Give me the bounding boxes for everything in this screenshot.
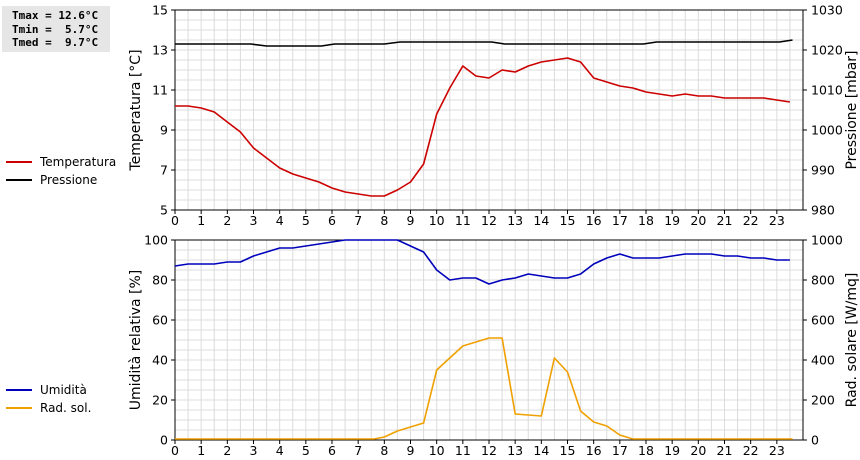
legend-label-umidita: Umidità	[40, 383, 87, 397]
plot2-x-tick-label: 20	[690, 443, 706, 458]
plot2-x-tick-label: 3	[250, 443, 258, 458]
stats-box: Tmax = 12.6°C Tmin = 5.7°C Tmed = 9.7°C	[2, 6, 110, 52]
plot2-x-tick-label: 6	[328, 443, 336, 458]
plot1-x-tick-label: 20	[690, 213, 706, 228]
plot2-x-tick-label: 21	[717, 443, 733, 458]
plot2-y-right-tick-label: 600	[811, 313, 835, 328]
plot1-x-tick-label: 10	[429, 213, 445, 228]
plot2-y-right-axis-title: Rad. solare [W/mq]	[844, 273, 860, 408]
plot2-x-tick-label: 22	[743, 443, 759, 458]
plot2-y-left-tick-label: 60	[152, 313, 168, 328]
plot2-y-left-axis-title: Umidità relativa [%]	[128, 270, 144, 411]
plot1-x-tick-label: 6	[328, 213, 336, 228]
plot2-x-tick-label: 13	[507, 443, 523, 458]
plot1-x-tick-label: 3	[250, 213, 258, 228]
plot1-x-tick-label: 11	[455, 213, 471, 228]
top-legend: Temperatura Pressione	[6, 153, 116, 189]
plot1-y-left-tick-label: 11	[152, 83, 168, 98]
legend-item-radsol: Rad. sol.	[6, 399, 91, 417]
legend-item-umidita: Umidità	[6, 381, 91, 399]
plot2-y-left-tick-label: 80	[152, 273, 168, 288]
plot2-y-right-tick-label: 400	[811, 353, 835, 368]
plot2-x-tick-label: 2	[223, 443, 231, 458]
plot2-x-tick-label: 10	[429, 443, 445, 458]
plot1-y-left-axis-title: Temperatura [°C]	[128, 49, 144, 171]
plot2-x-tick-label: 4	[276, 443, 284, 458]
plot1-series-line-pressione	[175, 39, 793, 47]
legend-label-temperatura: Temperatura	[40, 155, 117, 169]
legend-swatch-umidita	[6, 389, 32, 391]
plot1-y-left-tick-label: 7	[160, 163, 168, 178]
plot1-x-tick-label: 23	[769, 213, 785, 228]
plot1-x-tick-label: 9	[407, 213, 415, 228]
plot2-y-right-tick-label: 200	[811, 393, 835, 408]
legend-swatch-pressione	[6, 179, 32, 181]
plot2-x-tick-label: 19	[664, 443, 680, 458]
plot1-y-left-tick-label: 13	[152, 43, 168, 58]
plot2-y-left-tick-label: 40	[152, 353, 168, 368]
plot2-y-left-tick-label: 20	[152, 393, 168, 408]
plot1-x-tick-label: 22	[743, 213, 759, 228]
plot1-x-tick-label: 14	[533, 213, 549, 228]
plot2-series-line-umidit	[174, 239, 790, 285]
plot2-x-tick-label: 15	[560, 443, 576, 458]
plot2-x-tick-label: 5	[302, 443, 310, 458]
legend-swatch-radsol	[6, 407, 32, 409]
plot1-x-tick-label: 5	[302, 213, 310, 228]
plot1-x-tick-label: 21	[717, 213, 733, 228]
plot1-x-tick-label: 12	[481, 213, 497, 228]
plot1-x-tick-label: 7	[354, 213, 362, 228]
legend-item-temperatura: Temperatura	[6, 153, 116, 171]
plot2-x-tick-label: 1	[197, 443, 205, 458]
legend-label-pressione: Pressione	[40, 173, 98, 187]
plot1-y-left-tick-label: 5	[160, 203, 168, 218]
plot2-x-tick-label: 9	[407, 443, 415, 458]
plot1-x-tick-label: 15	[560, 213, 576, 228]
plot2-x-tick-label: 11	[455, 443, 471, 458]
plot1-y-right-tick-label: 1010	[811, 83, 843, 98]
plot1-x-tick-label: 18	[638, 213, 654, 228]
stat-tmax: Tmax = 12.6°C	[12, 9, 99, 22]
plot2-x-tick-label: 0	[171, 443, 179, 458]
plot2-x-tick-label: 18	[638, 443, 654, 458]
plot2-x-tick-label: 12	[481, 443, 497, 458]
plot2-x-tick-label: 16	[586, 443, 602, 458]
plot1-y-right-tick-label: 1020	[811, 43, 843, 58]
plot2-series-line-rad-sol	[175, 337, 793, 440]
stat-tmin: Tmin = 5.7°C	[12, 22, 99, 36]
plot1-y-right-tick-label: 1030	[811, 3, 843, 18]
plot1-x-tick-label: 8	[380, 213, 388, 228]
legend-item-pressione: Pressione	[6, 171, 116, 189]
stat-tmed: Tmed = 9.7°C	[12, 36, 99, 49]
plot2-y-right-tick-label: 0	[811, 433, 819, 448]
plot2-y-right-tick-label: 800	[811, 273, 835, 288]
plot1-x-tick-label: 1	[197, 213, 205, 228]
plot1-y-right-tick-label: 1000	[811, 123, 843, 138]
plot2-x-tick-label: 14	[533, 443, 549, 458]
plot2-x-tick-label: 7	[354, 443, 362, 458]
bottom-legend-box: Umidità Rad. sol.	[6, 381, 91, 417]
plot2-y-left-tick-label: 0	[160, 433, 168, 448]
legend-swatch-temperatura	[6, 161, 32, 163]
plot1-series-line-temperatura	[175, 57, 791, 197]
plot1-x-tick-label: 0	[171, 213, 179, 228]
plot2-y-left-tick-label: 100	[144, 233, 168, 248]
legend-label-radsol: Rad. sol.	[40, 401, 92, 415]
plot1-x-tick-label: 17	[612, 213, 628, 228]
plot1-y-left-tick-label: 15	[152, 3, 168, 18]
plot1-x-tick-label: 16	[586, 213, 602, 228]
plot2-x-tick-label: 17	[612, 443, 628, 458]
plot1-x-tick-label: 2	[223, 213, 231, 228]
plot1-y-right-tick-label: 980	[811, 203, 835, 218]
plot2-x-tick-label: 8	[380, 443, 388, 458]
plot1-y-right-axis-title: Pressione [mbar]	[844, 50, 860, 169]
plot1-x-tick-label: 4	[276, 213, 284, 228]
plot1-x-tick-label: 19	[664, 213, 680, 228]
plot1-x-tick-label: 13	[507, 213, 523, 228]
plot1-y-left-tick-label: 9	[160, 123, 168, 138]
plot1-y-right-tick-label: 990	[811, 163, 835, 178]
plot2-x-tick-label: 23	[769, 443, 785, 458]
plot2-y-right-tick-label: 1000	[811, 233, 843, 248]
